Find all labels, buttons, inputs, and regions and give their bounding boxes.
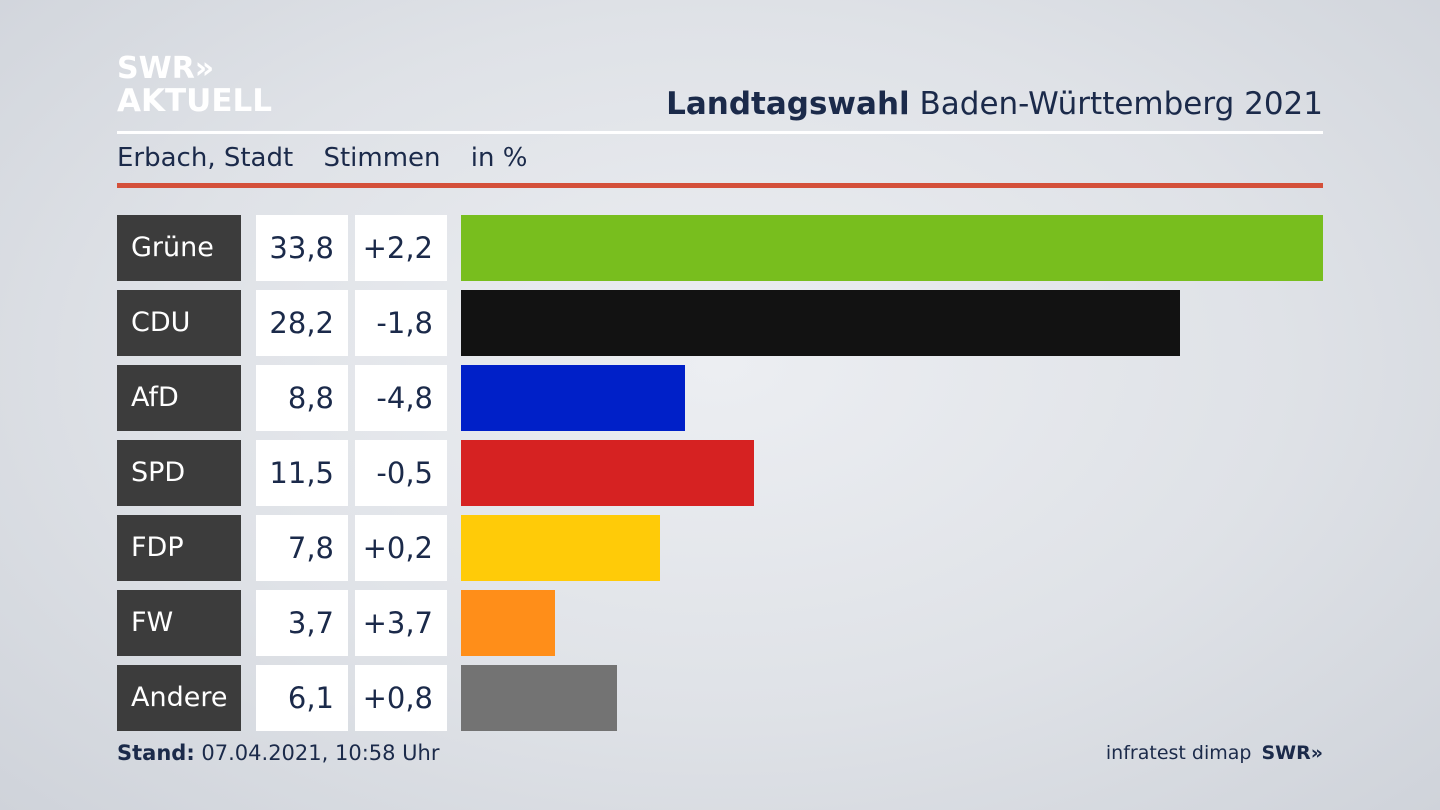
vote-share-bar <box>461 290 1180 356</box>
title-divider <box>117 131 1323 134</box>
vote-share-bar <box>461 515 660 581</box>
vote-share-bar <box>461 215 1323 281</box>
location-label: Erbach, Stadt <box>117 143 294 173</box>
vote-share-value: 8,8 <box>256 365 348 431</box>
result-row: AfD 8,8 -4,8 <box>117 365 1323 431</box>
vote-share-value: 28,2 <box>256 290 348 356</box>
vote-share-value: 3,7 <box>256 590 348 656</box>
party-label: FW <box>117 590 241 656</box>
result-row: FDP 7,8 +0,2 <box>117 515 1323 581</box>
logo-line-2: AKTUELL <box>117 83 273 119</box>
result-row: SPD 11,5 -0,5 <box>117 440 1323 506</box>
vote-change-value: +3,7 <box>355 590 447 656</box>
vote-change-value: +0,2 <box>355 515 447 581</box>
chart-title-rest: Baden-Württemberg 2021 <box>909 86 1324 122</box>
logo-line-1: SWR» <box>117 51 215 86</box>
party-label: CDU <box>117 290 241 356</box>
party-label: AfD <box>117 365 241 431</box>
result-row: Grüne 33,8 +2,2 <box>117 215 1323 281</box>
source-label: infratest dimap <box>1105 742 1252 764</box>
subheader: Erbach, Stadt Stimmen in % <box>117 143 549 173</box>
vote-share-value: 7,8 <box>256 515 348 581</box>
swr-brand-mark: SWR» <box>1261 742 1323 764</box>
swr-aktuell-logo: SWR» AKTUELL <box>117 54 272 117</box>
vote-share-bar <box>461 440 754 506</box>
timestamp-value: 07.04.2021, 10:58 Uhr <box>194 741 440 765</box>
result-row: CDU 28,2 -1,8 <box>117 290 1323 356</box>
vote-change-value: +2,2 <box>355 215 447 281</box>
vote-share-bar <box>461 665 617 731</box>
timestamp-label: Stand: <box>117 741 195 765</box>
party-label: SPD <box>117 440 241 506</box>
votes-label: Stimmen <box>323 143 441 173</box>
vote-share-value: 6,1 <box>256 665 348 731</box>
vote-change-value: -1,8 <box>355 290 447 356</box>
source-credit: infratest dimap SWR» <box>1106 742 1323 764</box>
vote-change-value: -0,5 <box>355 440 447 506</box>
result-row: FW 3,7 +3,7 <box>117 590 1323 656</box>
party-label: Andere <box>117 665 241 731</box>
vote-change-value: -4,8 <box>355 365 447 431</box>
vote-share-bar <box>461 365 685 431</box>
party-label: FDP <box>117 515 241 581</box>
unit-label: in % <box>470 143 528 173</box>
chart-title-bold: Landtagswahl <box>666 86 910 122</box>
vote-share-value: 11,5 <box>256 440 348 506</box>
result-row: Andere 6,1 +0,8 <box>117 665 1323 731</box>
vote-change-value: +0,8 <box>355 665 447 731</box>
chart-title: Landtagswahl Baden-Württemberg 2021 <box>666 86 1323 122</box>
vote-share-value: 33,8 <box>256 215 348 281</box>
accent-divider <box>117 183 1323 188</box>
party-label: Grüne <box>117 215 241 281</box>
timestamp: Stand: 07.04.2021, 10:58 Uhr <box>117 741 440 765</box>
vote-share-bar <box>461 590 555 656</box>
